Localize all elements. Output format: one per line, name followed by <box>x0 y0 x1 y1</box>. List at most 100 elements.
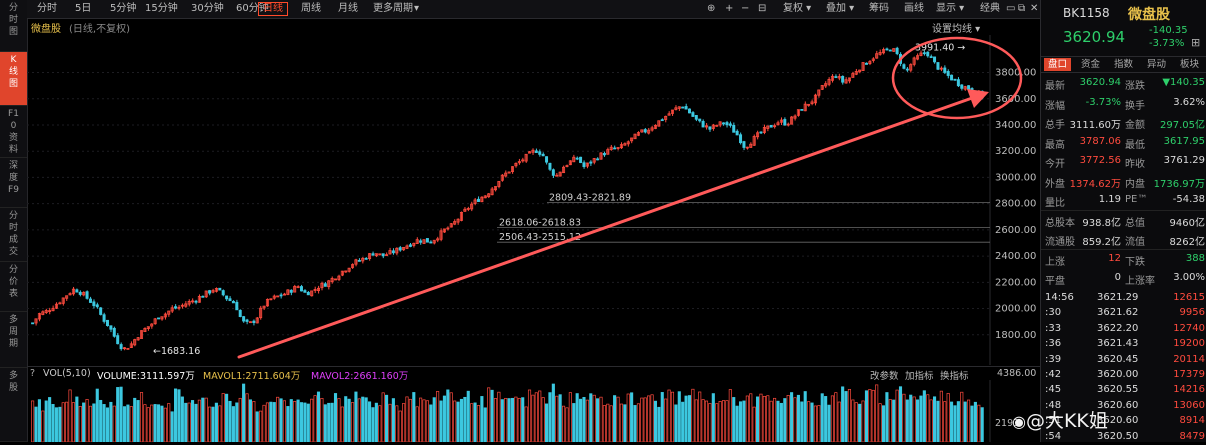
candle-body <box>916 55 920 60</box>
volume-bar <box>820 393 824 442</box>
period-tab-0[interactable]: 分时 <box>37 3 57 14</box>
candle-body <box>960 84 964 89</box>
set-ma-button[interactable]: 设置均线 ▾ <box>932 24 981 35</box>
candle-body <box>895 47 899 55</box>
tick-volume: 20114 <box>1173 353 1205 365</box>
panel-tab-2[interactable]: 指数 <box>1114 59 1134 70</box>
tool-4[interactable]: 显示 ▾ <box>936 3 965 14</box>
candle-body <box>711 124 715 129</box>
quote-value: 3772.56 <box>1079 155 1121 166</box>
rail-btn-5[interactable]: 分价表 <box>0 262 27 312</box>
add-indicator-link[interactable]: 加指标 <box>905 371 934 382</box>
volume-bar <box>762 395 766 442</box>
volume-chart[interactable]: 2193 <box>27 380 1040 442</box>
layout-icon[interactable]: ⊟ <box>758 3 767 14</box>
volume-bar <box>721 400 726 442</box>
volume-bar <box>71 402 75 442</box>
volume-bar <box>446 389 450 442</box>
restore-icon[interactable]: ⧉ <box>1018 3 1026 14</box>
candle-body <box>408 244 412 247</box>
volume-bar <box>163 407 167 442</box>
add-watch-icon[interactable]: ⊞ <box>1191 36 1201 49</box>
close-icon[interactable]: ✕ <box>1030 3 1039 14</box>
candle-body <box>762 126 766 133</box>
mavol2-value: MAVOL2:2661.160万 <box>311 371 409 382</box>
y-tick-label: 3200.00 <box>995 146 1036 157</box>
volume-bar <box>963 401 967 442</box>
candle-body <box>436 238 440 241</box>
candle-body <box>34 318 38 324</box>
volume-bar <box>174 388 178 442</box>
trend-arrow-line <box>237 95 977 359</box>
volume-bar <box>143 404 147 442</box>
change-params-link[interactable]: 改参数 <box>870 371 899 382</box>
candle-body <box>776 122 780 126</box>
screenshot-icon[interactable]: ⊕ <box>707 3 716 14</box>
candle-body <box>875 53 879 59</box>
zoom-in-icon[interactable]: + <box>725 3 734 14</box>
switch-indicator-link[interactable]: 换指标 <box>940 371 969 382</box>
rail-btn-1[interactable]: K线图 <box>0 52 27 106</box>
rail-btn-2[interactable]: F10资料 <box>0 106 27 158</box>
zoom-out-icon[interactable]: − <box>741 3 750 14</box>
quote-value: 3.00% <box>1173 272 1205 283</box>
candle-body <box>255 317 259 324</box>
quote-label: 昨收 <box>1125 159 1145 170</box>
candle-body <box>361 257 365 262</box>
candle-body <box>613 147 617 150</box>
period-tab-8[interactable]: 月线 <box>338 3 358 14</box>
tool-5[interactable]: 经典 <box>976 2 1004 16</box>
rail-btn-0[interactable]: 分时图 <box>0 0 27 52</box>
help-icon[interactable]: ? <box>30 368 36 379</box>
volume-bar <box>194 403 198 442</box>
candlestick-chart[interactable]: 1800.00 2000.00 2200.00 2400.00 2600.00 2800.… <box>27 35 1040 365</box>
volume-bar <box>888 399 892 442</box>
tool-1[interactable]: 叠加 ▾ <box>826 3 855 14</box>
volume-bar <box>160 405 164 442</box>
candle-body <box>473 199 477 204</box>
volume-bar <box>759 393 763 442</box>
volume-bar <box>967 399 971 442</box>
candle-body <box>262 305 266 309</box>
volume-bar <box>977 404 981 442</box>
rail-btn-7[interactable]: 多股 <box>0 368 27 442</box>
period-tab-9[interactable]: 更多周期 <box>373 3 413 14</box>
candle-body <box>922 52 926 55</box>
panel-tabs: 盘口 资金 指数 异动 板块 <box>1041 56 1206 73</box>
tool-2[interactable]: 筹码 <box>865 2 893 16</box>
volume-bar <box>228 400 232 442</box>
volume-bar <box>851 399 855 442</box>
candle-body <box>252 320 256 324</box>
tool-0[interactable]: 复权 ▾ <box>783 3 812 14</box>
panel-tab-1[interactable]: 资金 <box>1081 59 1101 70</box>
tool-label: 画线 <box>904 3 924 14</box>
volume-bar <box>276 396 280 442</box>
period-tab-1[interactable]: 5日 <box>75 3 92 14</box>
chart-period-label: (日线,不复权) <box>69 24 130 35</box>
panel-tab-4[interactable]: 板块 <box>1180 59 1200 70</box>
quote-value: 297.05亿 <box>1160 120 1205 131</box>
period-tab-6[interactable]: 日线 <box>258 2 288 16</box>
tool-3[interactable]: 画线 <box>900 2 928 16</box>
rail-btn-3[interactable]: 深度F9 <box>0 158 27 208</box>
rail-btn-6[interactable]: 多周期 <box>0 312 27 368</box>
period-tab-5[interactable]: 60分钟 <box>236 3 269 14</box>
candle-body <box>810 101 814 105</box>
period-tab-3[interactable]: 15分钟 <box>145 3 178 14</box>
tick-price: 3620.00 <box>1097 369 1139 380</box>
volume-bar <box>599 396 603 442</box>
period-tab-2[interactable]: 5分钟 <box>110 3 137 14</box>
period-tab-4[interactable]: 30分钟 <box>191 3 224 14</box>
more-periods-caret-icon[interactable]: ▾ <box>414 3 420 14</box>
volume-bar <box>112 405 116 442</box>
rail-btn-4[interactable]: 分时成交 <box>0 208 27 262</box>
tick-price: 3620.55 <box>1097 384 1139 396</box>
candle-body <box>265 298 269 307</box>
window-icon[interactable]: ▭ <box>1006 3 1016 14</box>
panel-tab-0[interactable]: 盘口 <box>1044 58 1072 71</box>
panel-tab-3[interactable]: 异动 <box>1147 59 1167 70</box>
candle-body <box>323 283 327 287</box>
volume-bar <box>834 392 838 442</box>
period-tab-7[interactable]: 周线 <box>301 3 321 14</box>
quote-row: 上涨 12 下跌 388 <box>1041 250 1206 269</box>
